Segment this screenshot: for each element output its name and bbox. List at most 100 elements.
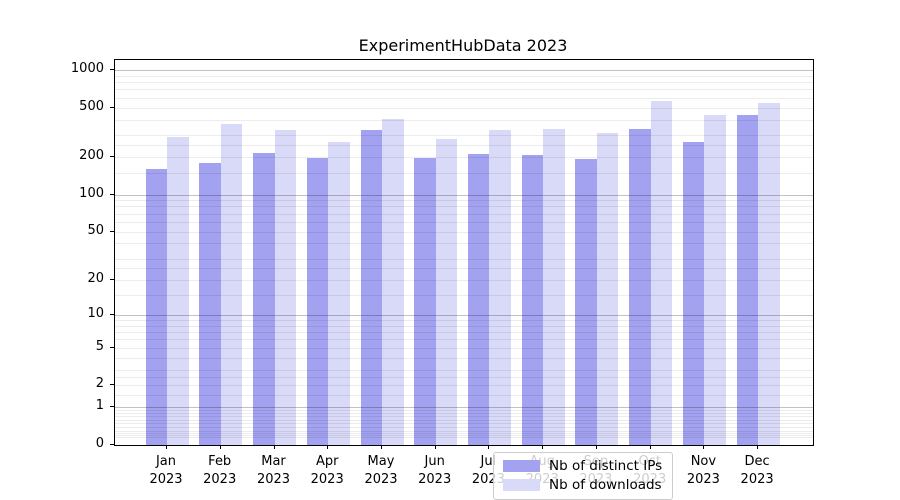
bar-mar-distinct-ips	[253, 153, 275, 445]
gridline	[115, 413, 813, 415]
gridline	[115, 294, 813, 296]
legend-label: Nb of downloads	[549, 477, 662, 493]
bar-sep-distinct-ips	[575, 159, 597, 445]
gridline	[115, 97, 813, 99]
gridline	[115, 314, 813, 316]
gridline	[115, 423, 813, 424]
gridline	[115, 213, 813, 215]
bar-apr-downloads	[328, 141, 350, 445]
bar-jul-downloads	[489, 130, 511, 445]
legend-label: Nb of distinct IPs	[549, 458, 663, 474]
gridline	[115, 435, 813, 437]
y-tick-mark	[110, 444, 114, 445]
x-tick-mark	[703, 445, 705, 449]
gridline	[115, 432, 813, 434]
x-tick-mark	[434, 445, 436, 449]
x-tick-mark	[649, 445, 651, 449]
bar-feb-downloads	[220, 124, 243, 445]
gridline	[115, 395, 813, 397]
bar-oct-downloads	[650, 100, 673, 445]
legend-item-distinct-ips: Nb of distinct IPs	[503, 458, 662, 474]
x-tick-mark	[757, 445, 759, 449]
bar-dec-downloads	[758, 103, 780, 445]
gridline	[115, 206, 813, 208]
gridline	[115, 347, 813, 349]
y-tick-mark	[110, 406, 114, 408]
bar-jan-distinct-ips	[145, 169, 167, 445]
x-tick-mark	[166, 445, 167, 449]
y-tick-mark	[110, 346, 114, 348]
legend-item-downloads: Nb of downloads	[503, 477, 662, 493]
x-tick-label-dec: Dec 2023	[740, 454, 774, 487]
bar-aug-downloads	[543, 129, 565, 445]
chart-title: ExperimentHubData 2023	[358, 36, 568, 55]
gridline	[115, 419, 813, 421]
gridline	[115, 119, 813, 121]
y-tick-label: 10	[87, 305, 104, 321]
x-tick-mark	[488, 445, 490, 449]
gridline	[115, 194, 813, 196]
bar-jul-distinct-ips	[467, 154, 490, 445]
gridline	[115, 357, 813, 359]
y-tick-label: 50	[87, 222, 104, 238]
gridline	[115, 339, 813, 341]
x-tick-mark	[327, 445, 329, 449]
gridline	[115, 200, 813, 202]
y-tick-label: 1000	[70, 60, 104, 76]
bar-may-downloads	[382, 118, 404, 445]
bar-aug-distinct-ips	[521, 155, 544, 445]
gridline	[115, 89, 813, 91]
x-tick-label-jun: Jun 2023	[418, 454, 452, 487]
y-tick-label: 2	[95, 376, 104, 392]
bar-feb-distinct-ips	[199, 162, 221, 445]
x-tick-label-jan: Jan 2023	[149, 454, 183, 487]
x-tick-label-apr: Apr 2023	[310, 454, 344, 487]
bar-mar-downloads	[274, 130, 296, 445]
gridline	[115, 369, 813, 371]
bar-apr-distinct-ips	[306, 158, 329, 445]
gridline	[115, 430, 813, 432]
gridline	[115, 279, 813, 281]
gridline	[115, 157, 813, 159]
gridline	[115, 75, 813, 77]
gridline	[115, 332, 813, 334]
gridline	[115, 135, 813, 137]
gridline	[115, 416, 813, 418]
x-tick-mark	[273, 445, 275, 449]
bar-sep-downloads	[596, 133, 619, 445]
gridline	[115, 325, 813, 327]
y-tick-label: 100	[79, 185, 104, 201]
gridline	[115, 145, 813, 146]
x-tick-mark	[542, 445, 544, 449]
y-tick-label: 0	[95, 436, 104, 451]
gridline	[115, 243, 813, 245]
bar-jun-distinct-ips	[414, 157, 436, 445]
y-tick-label: 5	[95, 338, 104, 354]
gridline	[115, 437, 813, 439]
bar-may-distinct-ips	[360, 130, 382, 445]
bar-jun-downloads	[435, 138, 458, 445]
gridline	[115, 258, 813, 260]
gridline	[115, 407, 813, 409]
x-tick-label-mar: Mar 2023	[256, 454, 291, 487]
gridline	[115, 69, 813, 71]
gridline	[115, 231, 813, 233]
y-tick-mark	[110, 313, 114, 315]
bar-dec-distinct-ips	[736, 115, 759, 445]
gridline	[115, 410, 813, 412]
plot-area: Nb of distinct IPs Nb of downloads	[114, 59, 814, 500]
x-tick-label-may: May 2023	[364, 454, 398, 487]
y-tick-mark	[110, 278, 114, 280]
gridline	[115, 221, 813, 223]
bar-oct-distinct-ips	[629, 128, 651, 445]
gridline	[115, 172, 813, 174]
y-tick-label: 500	[79, 98, 104, 114]
gridline	[115, 385, 813, 387]
y-tick-mark	[110, 384, 114, 386]
x-tick-label-nov: Nov 2023	[686, 454, 720, 487]
y-tick-mark	[110, 193, 114, 195]
y-tick-mark	[110, 156, 114, 158]
y-tick-label: 20	[87, 270, 104, 286]
bar-nov-downloads	[704, 115, 726, 445]
x-tick-mark	[219, 445, 221, 449]
